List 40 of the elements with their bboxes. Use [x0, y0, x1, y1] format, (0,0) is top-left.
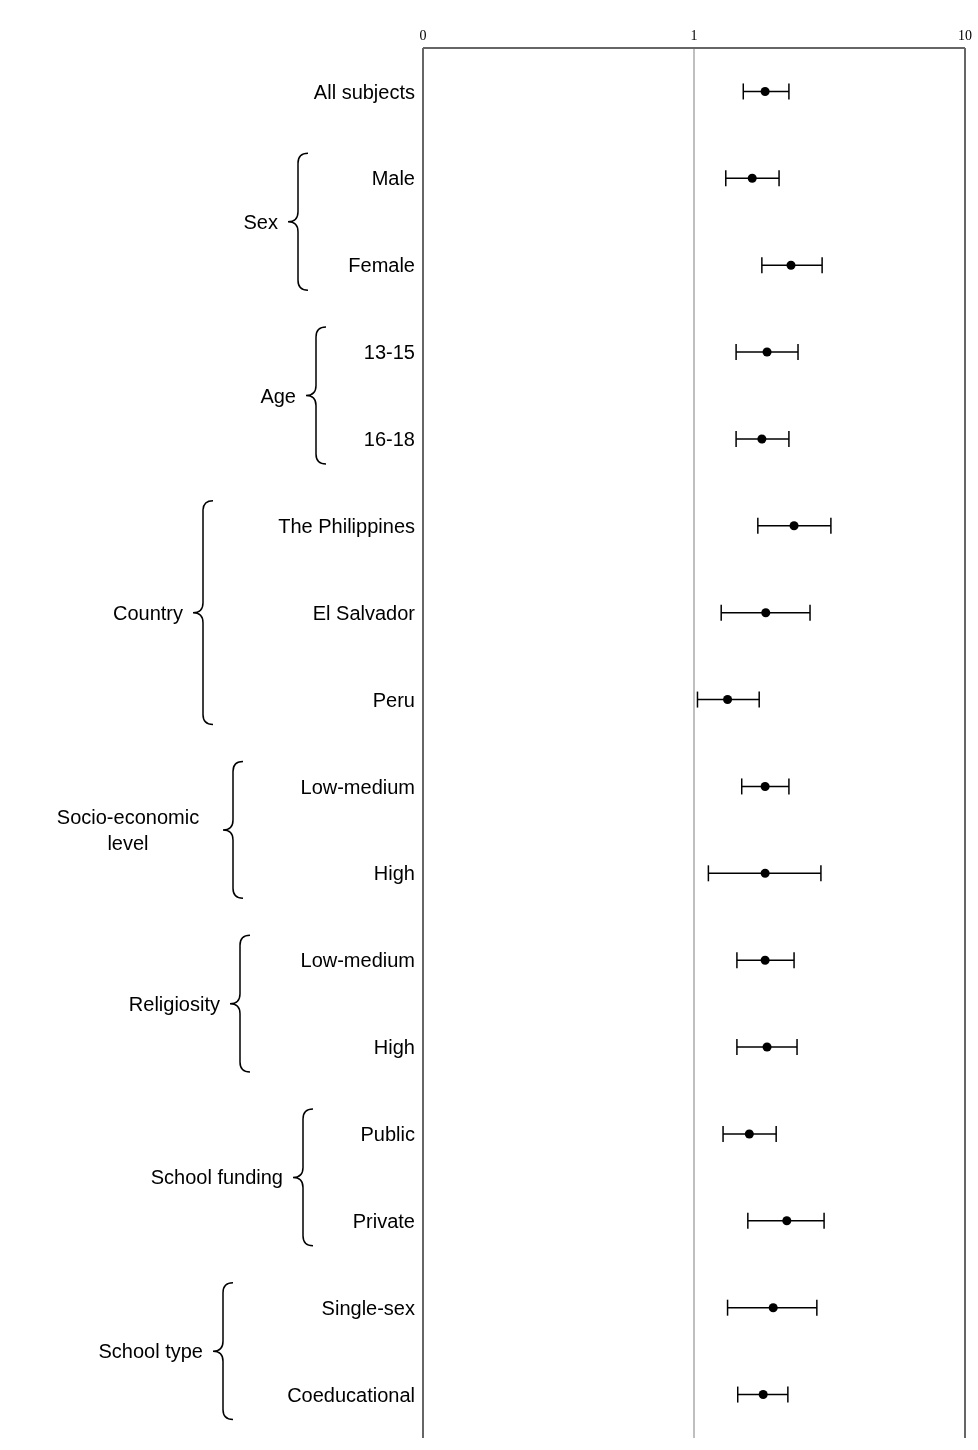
text: School type	[98, 1339, 203, 1365]
x-tick-label: 0	[419, 28, 427, 43]
text: Sex	[243, 209, 278, 235]
point	[768, 1303, 778, 1313]
text: Religiosity	[128, 991, 220, 1017]
text: Country	[112, 600, 183, 626]
y-tick-label: Private	[352, 1209, 415, 1232]
y-tick-label: El Salvador	[312, 601, 416, 624]
point	[789, 521, 799, 531]
text: Age	[260, 383, 296, 409]
point	[786, 260, 796, 270]
point	[760, 86, 770, 96]
y-tick-label: Single-sex	[321, 1296, 415, 1319]
point	[760, 781, 770, 791]
y-tick-label: Female	[348, 254, 415, 277]
y-tick-label: The Philippines	[278, 514, 415, 537]
point	[760, 955, 770, 965]
x-tick-label: 10	[958, 28, 972, 43]
y-tick-label: Public	[360, 1123, 415, 1146]
point	[747, 173, 757, 183]
y-tick-label: Male	[371, 167, 415, 190]
point	[761, 608, 771, 618]
y-tick-label: Low-medium	[300, 775, 415, 798]
point	[762, 1042, 772, 1052]
y-tick-label: 16-18	[363, 428, 415, 451]
point	[758, 1390, 768, 1400]
point	[757, 434, 767, 444]
y-tick-label: All subjects	[313, 80, 415, 103]
y-tick-label: High	[373, 862, 415, 885]
point	[782, 1216, 792, 1226]
point	[760, 868, 770, 878]
y-tick-label: Peru	[372, 688, 415, 711]
x-tick-label: 1	[690, 28, 698, 43]
text: School funding	[150, 1165, 283, 1191]
y-tick-label: 13-15	[363, 341, 415, 364]
y-tick-label: Coeducational	[287, 1383, 415, 1406]
y-tick-label: High	[373, 1036, 415, 1059]
point	[762, 347, 772, 357]
text: Socio-economic level	[55, 804, 201, 856]
y-tick-label: Low-medium	[300, 949, 415, 972]
